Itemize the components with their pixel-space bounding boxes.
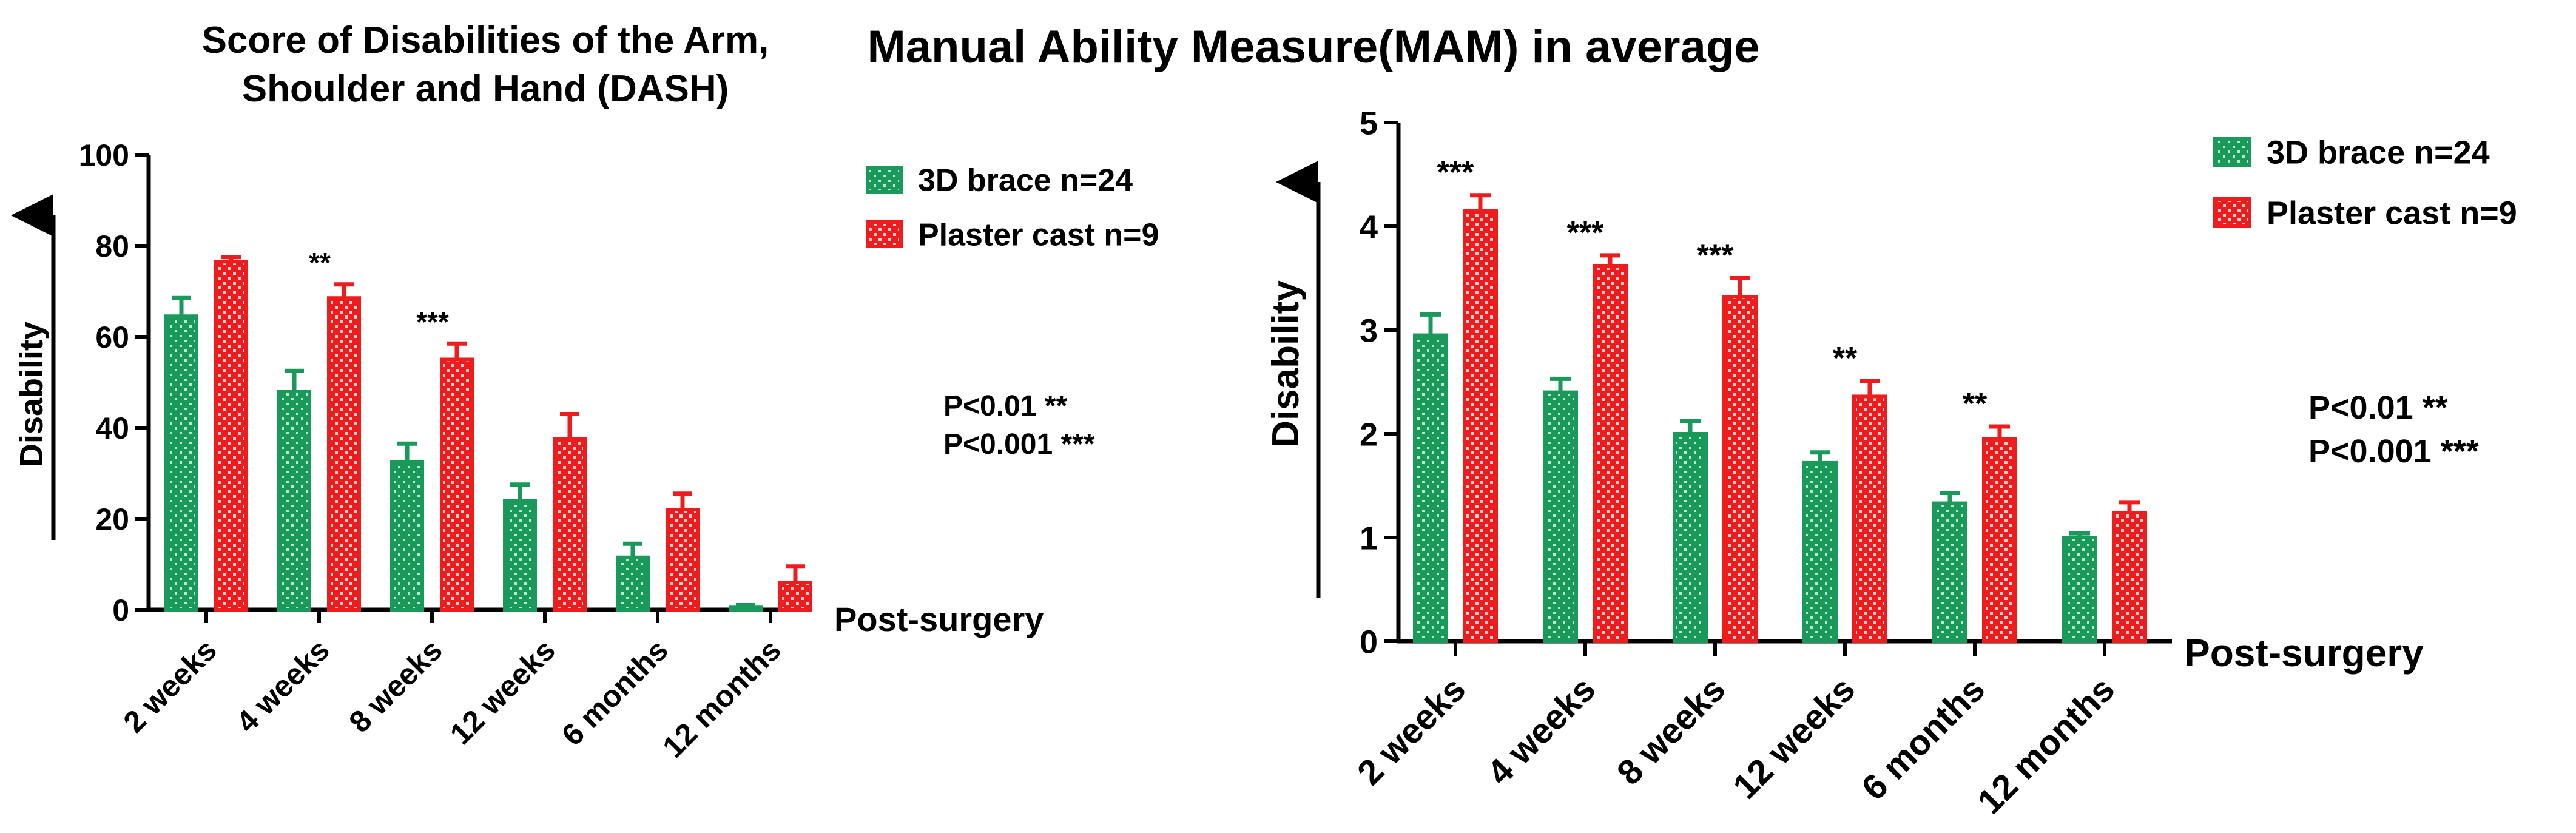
significance-label: *** xyxy=(1697,238,1734,274)
x-tick-label: 6 months xyxy=(555,633,675,752)
significance-label: *** xyxy=(1567,215,1604,251)
y-axis-label: Disability xyxy=(13,322,50,467)
y-tick-label: 40 xyxy=(95,411,129,445)
y-tick-label: 0 xyxy=(112,593,129,627)
y-tick-label: 4 xyxy=(1360,209,1378,245)
x-tick-label: 4 weeks xyxy=(230,633,336,739)
y-tick-label: 60 xyxy=(95,320,129,354)
bar-cast xyxy=(327,296,361,612)
x-tick-label: 12 months xyxy=(656,633,787,764)
legend-label: Plaster cast n=9 xyxy=(918,218,1159,253)
significance-label: ** xyxy=(1833,341,1858,376)
chart-title-line: Shoulder and Hand (DASH) xyxy=(242,68,729,110)
y-tick-label: 20 xyxy=(95,502,129,536)
y-tick-label: 1 xyxy=(1360,520,1378,556)
bar-cast xyxy=(1722,295,1758,643)
legend-swatch-brace xyxy=(2213,137,2251,167)
bar-brace xyxy=(2062,536,2097,643)
y-tick-label: 80 xyxy=(95,229,129,263)
bar-cast xyxy=(553,437,587,612)
legend-swatch-cast xyxy=(2213,197,2251,228)
bar-brace xyxy=(164,314,198,612)
x-tick-label: 12 weeks xyxy=(1725,669,1863,806)
bar-cast xyxy=(440,357,474,612)
x-tick-label: 8 weeks xyxy=(343,633,449,739)
y-tick-label: 2 xyxy=(1360,416,1378,453)
bar-cast xyxy=(1463,209,1498,644)
x-axis-label: Post-surgery xyxy=(834,600,1044,638)
bar-cast xyxy=(1593,263,1628,644)
y-tick-label: 3 xyxy=(1360,312,1378,349)
y-tick-label: 0 xyxy=(1360,624,1378,660)
x-tick-label: 4 weeks xyxy=(1480,669,1603,792)
bar-cast xyxy=(214,260,248,612)
bar-brace xyxy=(729,605,763,612)
bar-brace xyxy=(1413,333,1448,643)
bar-cast xyxy=(778,581,812,612)
x-tick-label: 2 weeks xyxy=(1350,669,1473,792)
bar-cast xyxy=(1982,437,2017,643)
bar-cast xyxy=(666,508,700,612)
legend-label: 3D brace n=24 xyxy=(2267,134,2490,170)
bar-brace xyxy=(1802,460,1838,643)
bar-cast xyxy=(1852,394,1887,643)
chart-1: Score of Disabilities of the Arm, Shoulde… xyxy=(11,19,1159,764)
y-tick-label: 100 xyxy=(79,138,129,172)
x-tick-label: 2 weeks xyxy=(117,633,223,739)
bar-brace xyxy=(503,499,537,612)
p-value-annotation: P<0.001 *** xyxy=(943,428,1095,460)
legend-label: 3D brace n=24 xyxy=(918,163,1133,198)
bar-cast xyxy=(2112,510,2147,644)
x-tick-label: 12 weeks xyxy=(443,633,562,751)
significance-label: *** xyxy=(1437,155,1474,191)
bar-brace xyxy=(1932,501,1967,643)
y-tick-label: 5 xyxy=(1360,105,1378,141)
bar-brace xyxy=(1673,432,1708,643)
chart-title-line: Score of Disabilities of the Arm, xyxy=(202,19,769,61)
bar-brace xyxy=(277,390,311,612)
x-tick-label: 8 weeks xyxy=(1610,669,1733,792)
x-tick-label: 12 months xyxy=(1970,669,2122,821)
chart-title-line: Manual Ability Measure(MAM) in average xyxy=(867,21,1759,73)
bar-brace xyxy=(390,460,424,612)
significance-label: ** xyxy=(1963,386,1988,422)
y-axis-label: Disability xyxy=(1265,280,1307,448)
chart-2: Manual Ability Measure(MAM) in average 0 1… xyxy=(867,21,2517,821)
legend-swatch-cast xyxy=(866,220,903,248)
x-axis-label: Post-surgery xyxy=(2184,631,2424,675)
significance-label: *** xyxy=(416,306,449,337)
x-tick-label: 6 months xyxy=(1854,669,1992,808)
p-value-annotation: P<0.01 ** xyxy=(2308,390,2448,426)
legend-swatch-brace xyxy=(866,166,903,194)
bar-brace xyxy=(1543,390,1578,643)
p-value-annotation: P<0.01 ** xyxy=(943,390,1067,422)
significance-label: ** xyxy=(309,247,331,278)
bar-brace xyxy=(616,555,650,612)
p-value-annotation: P<0.001 *** xyxy=(2308,433,2479,470)
legend-label: Plaster cast n=9 xyxy=(2267,195,2517,231)
